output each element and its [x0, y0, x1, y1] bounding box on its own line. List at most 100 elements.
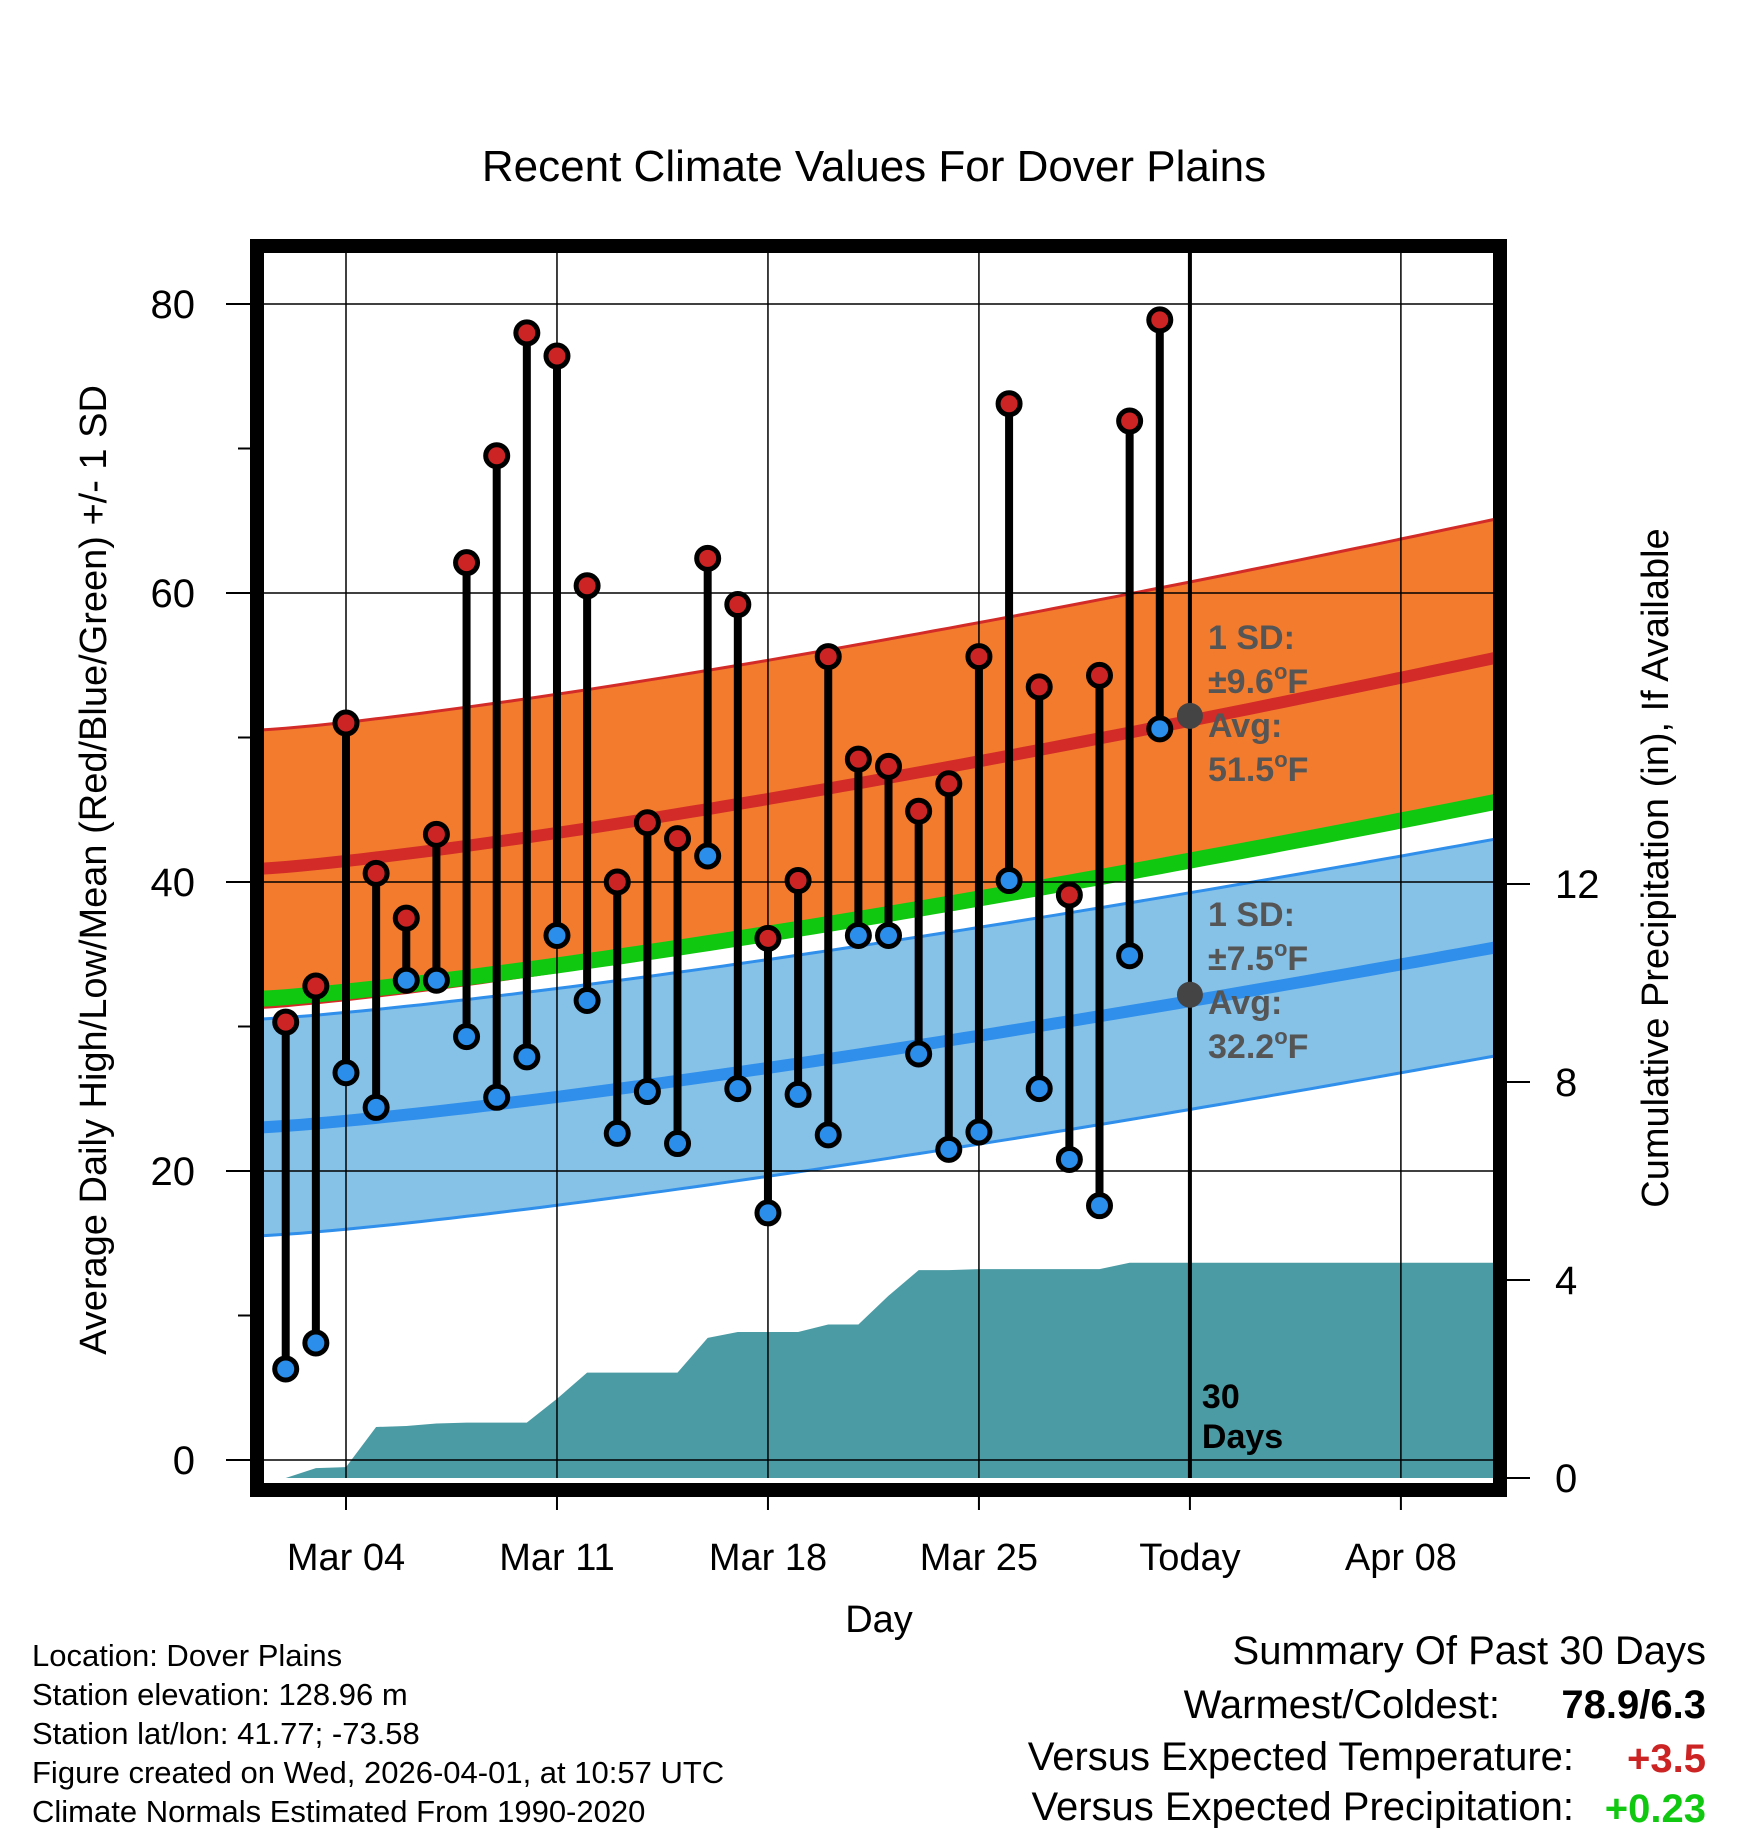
low-annot-line-3: Avg:: [1208, 984, 1282, 1022]
today-high-avg-dot: [1176, 702, 1203, 729]
daily-high-point: [302, 972, 330, 1000]
y-right-tick-label: 0: [1555, 1457, 1577, 1501]
y-axis-label-left: Average Daily High/Low/Mean (Red/Blue/Gr…: [73, 385, 115, 1355]
summary-precip-value: +0.23: [1605, 1787, 1706, 1828]
footer-info: Location: Dover Plains Station elevation…: [32, 1638, 724, 1828]
x-axis-label: Day: [845, 1599, 913, 1641]
daily-high-point: [1025, 673, 1053, 701]
daily-high-point: [392, 904, 420, 932]
daily-low-point: [995, 867, 1023, 895]
daily-low-point: [302, 1329, 330, 1357]
summary-panel: Summary Of Past 30 Days Warmest/Coldest:…: [1028, 1629, 1706, 1828]
today-days-word: Days: [1202, 1418, 1283, 1456]
daily-low-point: [1146, 715, 1174, 743]
axes: Mar 04 Mar 11 Mar 18 Mar 25 Today Apr 0802040…: [151, 283, 1600, 1579]
high-unit: F: [1288, 751, 1309, 789]
footer-elevation: Station elevation: 128.96 m: [32, 1677, 408, 1712]
daily-high-point: [875, 752, 903, 780]
daily-high-point: [573, 572, 601, 600]
y-left-tick-label: 20: [151, 1150, 196, 1194]
high-degree-symbol: o: [1274, 747, 1287, 772]
precip-area-group: [262, 1262, 1495, 1478]
high-annot-line-4: 51.5oF: [1208, 747, 1308, 789]
daily-high-point: [1146, 306, 1174, 334]
daily-high-point: [483, 442, 511, 470]
summary-temp-value: +3.5: [1627, 1737, 1706, 1781]
x-tick-label: Mar 18: [709, 1537, 827, 1579]
daily-low-point: [362, 1093, 390, 1121]
daily-low-point: [754, 1199, 782, 1227]
footer-latlon: Station lat/lon: 41.77; -73.58: [32, 1716, 420, 1751]
summary-title: Summary Of Past 30 Days: [1233, 1629, 1706, 1673]
y-left-tick-label: 0: [173, 1439, 195, 1483]
daily-low-point: [844, 921, 872, 949]
high-unit: F: [1287, 663, 1308, 701]
low-annot-line-4: 32.2oF: [1208, 1024, 1308, 1066]
x-tick-label: Mar 25: [920, 1537, 1038, 1579]
daily-low-point: [905, 1040, 933, 1068]
today-low-avg-dot: [1176, 981, 1203, 1008]
x-tick-label: Today: [1139, 1537, 1240, 1579]
daily-high-point: [422, 820, 450, 848]
daily-high-point: [814, 643, 842, 671]
daily-low-point: [603, 1119, 631, 1147]
daily-high-point: [724, 591, 752, 619]
x-tick-label: Mar 11: [499, 1537, 614, 1579]
daily-high-point: [603, 868, 631, 896]
daily-low-point: [1055, 1145, 1083, 1173]
precip-area: [262, 1262, 1495, 1478]
plot-frame: [250, 239, 1507, 1497]
daily-high-point: [935, 770, 963, 798]
x-tick-label: Mar 04: [287, 1537, 405, 1579]
y-right-tick-label: 12: [1555, 863, 1600, 907]
y-left-tick-label: 80: [151, 283, 196, 327]
summary-warmest-value: 78.9/6.3: [1561, 1683, 1706, 1727]
low-annot-line-1: 1 SD:: [1208, 896, 1295, 934]
daily-high-point: [362, 859, 390, 887]
daily-high-point: [332, 709, 360, 737]
high-annot-line-1: 1 SD:: [1208, 619, 1295, 657]
daily-low-point: [875, 921, 903, 949]
low-degree-symbol: o: [1274, 1024, 1287, 1049]
daily-high-point: [754, 924, 782, 952]
daily-high-point: [513, 319, 541, 347]
daily-high-point: [995, 390, 1023, 418]
daily-low-point: [332, 1059, 360, 1087]
daily-high-point: [965, 643, 993, 671]
daily-low-point: [935, 1135, 963, 1163]
summary-warmest-label: Warmest/Coldest:: [1184, 1683, 1500, 1727]
daily-low-point: [392, 966, 420, 994]
chart-title: Recent Climate Values For Dover Plains: [482, 142, 1266, 191]
daily-low-point: [543, 921, 571, 949]
y-right-tick-label: 8: [1555, 1061, 1577, 1105]
y-left-tick-label: 40: [151, 861, 196, 905]
daily-low-point: [814, 1121, 842, 1149]
plot-area: [262, 246, 1495, 1478]
high-degree-symbol: o: [1274, 659, 1287, 684]
daily-high-point: [844, 745, 872, 773]
daily-high-point: [272, 1008, 300, 1036]
daily-low-point: [664, 1130, 692, 1158]
y-right-tick-label: 4: [1555, 1259, 1577, 1303]
daily-low-point: [1086, 1192, 1113, 1220]
daily-high-point: [784, 867, 812, 895]
low-unit: F: [1287, 940, 1308, 978]
footer-location: Location: Dover Plains: [32, 1638, 342, 1673]
summary-temp-label: Versus Expected Temperature:: [1028, 1735, 1574, 1779]
daily-low-point: [965, 1118, 993, 1146]
y-axis-label-right: Cumulative Precipitation (in), If Availa…: [1635, 528, 1677, 1207]
daily-series: [272, 306, 1174, 1383]
y-left-tick-label: 60: [151, 572, 196, 616]
daily-high-point: [543, 342, 571, 370]
today-days-number: 30: [1202, 1378, 1240, 1416]
footer-created: Figure created on Wed, 2026-04-01, at 10…: [32, 1755, 724, 1790]
daily-low-point: [1116, 942, 1144, 970]
daily-low-point: [694, 842, 722, 870]
daily-high-point: [1055, 881, 1083, 909]
daily-high-point: [664, 825, 692, 853]
daily-low-point: [573, 986, 601, 1014]
daily-high-point: [1116, 407, 1144, 435]
